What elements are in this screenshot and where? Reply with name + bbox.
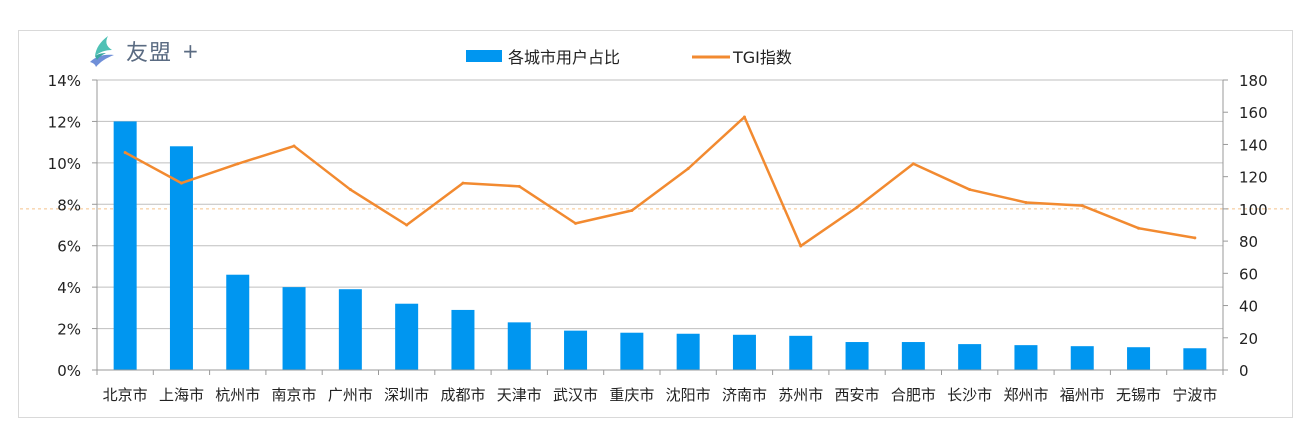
- bar: [676, 333, 700, 370]
- y-right-tick-label: 100: [1239, 201, 1268, 219]
- tgi-point: [405, 223, 409, 227]
- y-right-tick-label: 80: [1239, 233, 1258, 251]
- y-right-tick-label: 160: [1239, 104, 1268, 122]
- x-tick-label: 南京市: [272, 386, 317, 404]
- tgi-point: [686, 167, 690, 171]
- tgi-point: [911, 162, 915, 166]
- y-left-tick-label: 8%: [57, 196, 81, 214]
- bar: [113, 121, 137, 370]
- bar: [507, 322, 531, 370]
- tgi-point: [742, 115, 746, 119]
- tgi-point: [123, 151, 127, 154]
- x-tick-label: 沈阳市: [666, 386, 711, 404]
- bar: [845, 342, 869, 370]
- bar: [1014, 345, 1038, 370]
- x-tick-label: 深圳市: [384, 386, 429, 404]
- bar: [1183, 348, 1207, 370]
- legend-label-bar: 各城市用户占比: [508, 48, 620, 67]
- bar: [564, 330, 588, 370]
- tgi-point: [855, 205, 859, 209]
- y-right-tick-label: 180: [1239, 72, 1268, 90]
- bar: [282, 287, 306, 370]
- tgi-point: [179, 181, 183, 185]
- tgi-point: [1024, 200, 1028, 204]
- y-left-tick-label: 10%: [48, 155, 81, 173]
- x-tick-label: 福州市: [1060, 386, 1105, 404]
- x-tick-label: 北京市: [103, 386, 148, 404]
- tgi-point: [1137, 226, 1141, 230]
- tgi-point: [574, 221, 578, 225]
- y-left-tick-label: 12%: [48, 113, 81, 131]
- tgi-point: [1193, 236, 1197, 240]
- y-right-tick-label: 20: [1239, 330, 1258, 348]
- x-tick-label: 重庆市: [609, 386, 654, 404]
- y-left-tick-label: 6%: [57, 238, 81, 256]
- bar: [620, 332, 644, 370]
- x-tick-label: 长沙市: [947, 386, 992, 404]
- x-tick-label: 上海市: [159, 386, 204, 404]
- tgi-point: [348, 188, 352, 192]
- bar: [169, 146, 193, 370]
- y-left-tick-label: 4%: [57, 279, 81, 297]
- bar: [1127, 347, 1151, 370]
- x-tick-label: 武汉市: [553, 386, 598, 404]
- tgi-line: [124, 115, 1196, 248]
- bar: [901, 342, 925, 370]
- bar: [338, 289, 362, 370]
- brand-name: 友盟: [126, 41, 173, 66]
- bar: [451, 309, 475, 370]
- x-tick-label: 济南市: [722, 386, 767, 404]
- tgi-point: [968, 188, 972, 192]
- x-tick-label: 西安市: [835, 386, 880, 404]
- umeng-bird-icon: [90, 36, 114, 67]
- bar: [226, 274, 250, 370]
- tgi-point: [799, 244, 803, 248]
- bar: [958, 344, 982, 370]
- tgi-point: [630, 209, 634, 212]
- x-tick-label: 苏州市: [778, 386, 823, 404]
- legend-swatch-bar: [466, 50, 502, 62]
- y-right-tick-label: 40: [1239, 298, 1258, 316]
- legend: 各城市用户占比 TGI指数: [466, 48, 792, 67]
- x-tick-label: 天津市: [497, 386, 542, 404]
- bar: [1070, 346, 1094, 370]
- tgi-point: [292, 144, 296, 148]
- y-right-tick-label: 0: [1239, 362, 1249, 380]
- tgi-point: [517, 184, 521, 188]
- y-left-tick-label: 14%: [48, 72, 81, 90]
- x-tick-label: 宁波市: [1172, 386, 1217, 404]
- bar: [395, 303, 419, 370]
- tgi-point: [1080, 204, 1084, 208]
- brand-plus: +: [182, 39, 199, 63]
- x-tick-label: 成都市: [440, 386, 485, 404]
- x-tick-label: 郑州市: [1003, 386, 1048, 404]
- bar: [732, 334, 756, 370]
- y-right-tick-label: 140: [1239, 136, 1268, 154]
- x-tick-label: 杭州市: [215, 386, 260, 404]
- y-right-tick-label: 120: [1239, 169, 1268, 187]
- y-left-tick-label: 2%: [57, 321, 81, 339]
- legend-label-line: TGI指数: [732, 48, 792, 67]
- y-right-tick-label: 60: [1239, 265, 1258, 283]
- tgi-point: [236, 162, 240, 166]
- tgi-point: [461, 181, 465, 185]
- y-left-tick-label: 0%: [57, 362, 81, 380]
- brand-logo: 友盟 +: [86, 34, 199, 68]
- bar: [789, 335, 813, 370]
- x-tick-label: 广州市: [328, 386, 373, 404]
- x-tick-label: 合肥市: [891, 386, 936, 404]
- x-tick-label: 无锡市: [1116, 386, 1161, 404]
